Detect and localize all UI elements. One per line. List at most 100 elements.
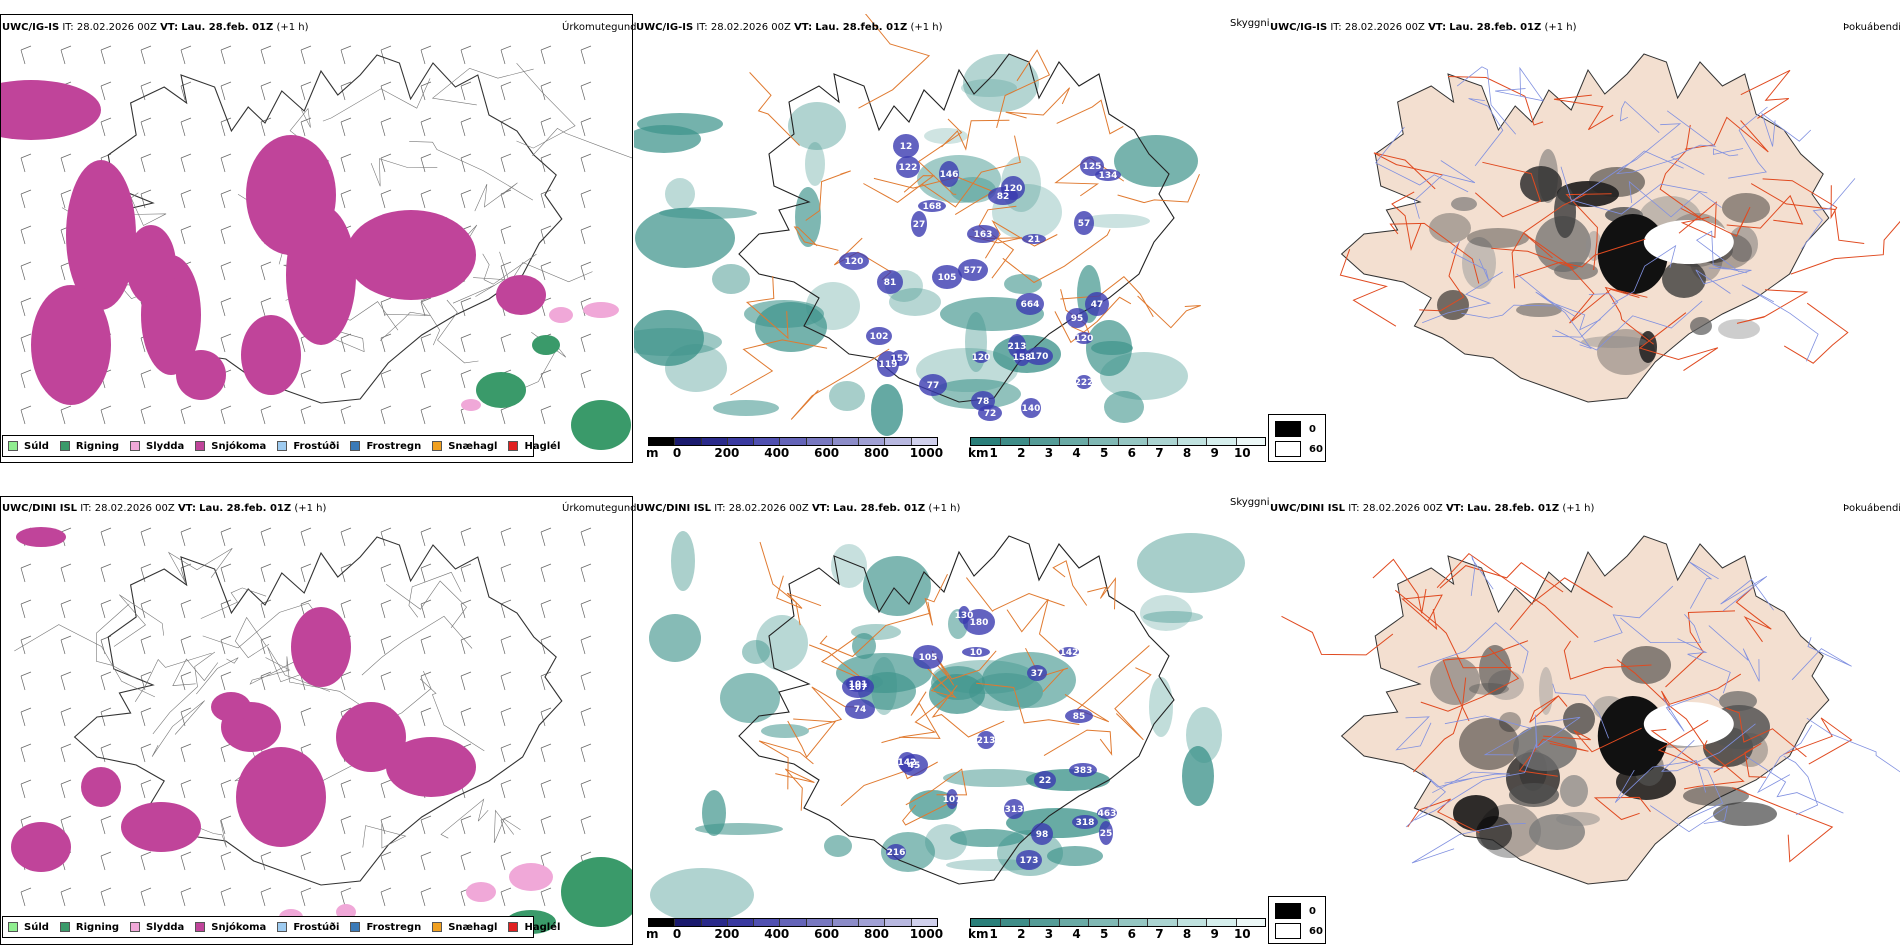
legend-item: Snjókoma [195,441,266,452]
cloud-base-value: 120 [1004,184,1023,194]
teal-area [829,381,865,411]
cloud-base-value: 72 [984,409,997,419]
visibility-panel-bottom: 105 74 22 180 313 101 25 98 37 130 107 10 213 216 463 3… [634,496,1268,945]
teal-area [659,207,757,219]
colorbar-tick: 7 [1155,927,1164,941]
wind-barb [220,599,232,619]
sleet-area [461,399,481,411]
wind-barb [300,81,312,101]
wind-barb [420,527,432,547]
cloud-cell [1021,398,1041,418]
wind-barb [380,671,392,691]
road [1791,637,1852,681]
wind-barb [420,635,432,655]
wind-barb [220,527,232,547]
colorbar-ticks: km 1 2 3 4 5 6 7 8 9 10 [968,927,1266,941]
road [474,182,518,212]
fog-cell [1589,167,1645,197]
teal-area [805,142,825,186]
legend-label: Slydda [146,921,185,933]
panel-product-name: Úrkomutegund [562,503,637,514]
cloud-cell [963,609,995,635]
colorbar-ticks: m 0 200 400 600 800 1000 [646,446,943,460]
road [249,657,297,685]
road [1620,614,1702,644]
road [758,740,814,790]
wind-barb [580,743,592,763]
road [924,573,948,626]
wind-barb [220,189,232,209]
road [863,175,935,203]
wind-barb [380,599,392,619]
cloud-base-value: 134 [1099,171,1118,181]
fog-cell [1643,702,1734,746]
wind-barb [380,153,392,173]
fog-map-bottom [1281,535,1900,885]
wind-barb [460,45,472,65]
colorbar-unit: m [646,927,659,941]
road [1659,124,1701,219]
legend-label: Snjókoma [211,921,267,933]
teal-area [634,328,722,356]
road [267,646,331,692]
wind-barb [20,405,32,425]
precip-map-bottom [11,527,632,934]
road [996,49,1051,129]
wind-barb [380,527,392,547]
wind-barb [580,189,592,209]
road [1684,740,1745,790]
wind-barb [540,527,552,547]
cloud-cell [1008,334,1026,358]
wind-barb [100,563,112,583]
road [516,63,576,149]
road [1137,295,1201,329]
wind-barb [140,707,152,727]
cloud-cell [1034,771,1056,789]
snow-area [496,275,546,315]
road [1439,562,1564,593]
legend-swatch [350,922,361,932]
cloud-cell [913,645,943,669]
road [1432,771,1510,794]
wind-barb [540,671,552,691]
legend-swatch [130,441,141,451]
legend-item: Frostregn [350,441,421,452]
cloud-cell [886,844,906,860]
wind-barb [420,563,432,583]
road [1678,201,1717,239]
cloud-base-value: 102 [870,332,889,342]
legend-item: Slydda [130,441,184,452]
wind-barb [220,261,232,281]
wind-barb [140,405,152,425]
colorbar-swatch [859,919,886,926]
teal-area [713,400,779,416]
colorbar-swatch [1177,438,1207,445]
fog-cell [1722,193,1770,223]
road [1450,241,1489,281]
fog-cell [1453,795,1499,831]
teal-area [1004,274,1042,294]
legend-item: Haglél [508,922,560,933]
road [95,603,138,680]
visibility-map-bottom: 1057422180313101259837130107102132164633… [649,531,1245,922]
road [1695,267,1752,294]
fog-cell [1429,213,1471,243]
cloud-base-cells [839,134,1121,421]
cloud-cell [1069,763,1097,777]
precip-legend: Súld Rigning Slydda Snjókoma Frostúði Frostre… [2,916,560,938]
legend-item: Súld [8,441,49,452]
road [1746,756,1844,814]
cloud-base-value: 25 [1100,829,1113,839]
wind-barb [100,599,112,619]
colorbar-tick: 8 [1182,446,1192,460]
wind-barb [540,779,552,799]
cloud-cell [1080,156,1104,176]
wind-barb [180,851,192,871]
road [362,823,407,849]
road [1689,561,1719,609]
legend-swatch [195,922,206,932]
colorbar-swatch [1118,438,1148,445]
snow-area [81,767,121,807]
wind-barb [340,369,352,389]
wind-barb [540,887,552,907]
